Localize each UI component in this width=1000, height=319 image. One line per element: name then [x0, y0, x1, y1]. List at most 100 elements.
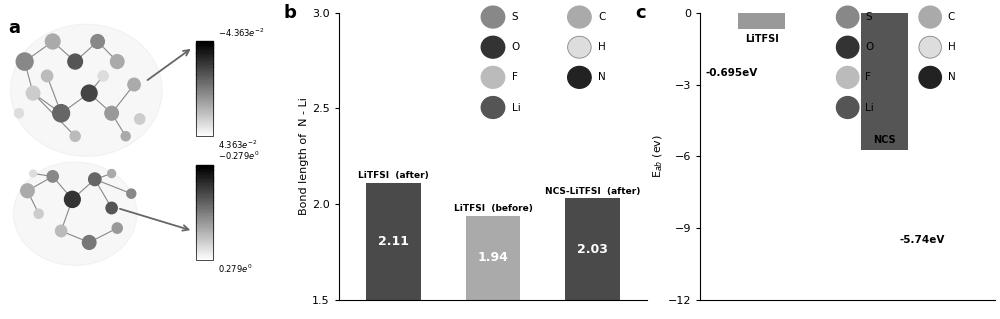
Bar	[196, 59, 213, 60]
Text: NCS-LiTFSI  (after): NCS-LiTFSI (after)	[545, 187, 640, 196]
Circle shape	[81, 85, 97, 101]
Circle shape	[128, 78, 140, 91]
Bar	[196, 57, 213, 59]
Bar	[196, 225, 213, 226]
Circle shape	[45, 34, 60, 49]
Bar	[196, 190, 213, 192]
Bar	[196, 122, 213, 123]
Circle shape	[30, 170, 36, 177]
Circle shape	[568, 6, 591, 28]
Text: NCS: NCS	[873, 135, 896, 145]
Bar	[565, 198, 620, 300]
Bar	[196, 101, 213, 103]
Bar	[196, 255, 213, 256]
Bar	[196, 60, 213, 62]
Circle shape	[481, 97, 505, 118]
Circle shape	[481, 66, 505, 88]
Text: -0.695eV: -0.695eV	[705, 68, 758, 78]
Bar	[196, 248, 213, 250]
Bar	[196, 89, 213, 90]
Bar	[196, 245, 213, 247]
Bar	[196, 196, 213, 198]
Bar	[196, 179, 213, 181]
Bar	[196, 251, 213, 253]
Text: LiTFSI: LiTFSI	[745, 34, 779, 44]
Text: $-4.363e^{-2}$: $-4.363e^{-2}$	[218, 26, 265, 39]
Text: F: F	[512, 72, 517, 82]
Bar	[196, 214, 213, 215]
Circle shape	[47, 171, 58, 182]
Bar	[196, 258, 213, 260]
Text: F: F	[865, 72, 871, 82]
Bar	[196, 168, 213, 170]
Circle shape	[91, 34, 104, 48]
Bar	[196, 237, 213, 239]
Bar	[196, 63, 213, 65]
Circle shape	[481, 6, 505, 28]
Bar	[196, 117, 213, 119]
Bar	[196, 241, 213, 242]
Text: 1.94: 1.94	[478, 251, 508, 264]
Bar	[196, 100, 213, 101]
Circle shape	[16, 53, 33, 70]
Bar	[196, 85, 213, 87]
Circle shape	[127, 189, 136, 198]
Bar	[196, 242, 213, 244]
Bar	[196, 73, 213, 75]
Bar	[196, 134, 213, 136]
Circle shape	[121, 132, 130, 141]
Circle shape	[481, 36, 505, 58]
Text: c: c	[636, 4, 646, 22]
Bar	[196, 133, 213, 135]
Bar	[196, 96, 213, 98]
Bar	[861, 13, 908, 150]
Bar	[196, 165, 213, 167]
Bar	[196, 46, 213, 48]
Circle shape	[836, 97, 859, 118]
Bar	[196, 217, 213, 219]
Text: C: C	[948, 12, 955, 22]
Text: LiTFSI  (after): LiTFSI (after)	[358, 171, 429, 180]
Bar	[196, 187, 213, 189]
Text: H: H	[948, 42, 956, 52]
Text: 2.03: 2.03	[577, 243, 608, 256]
Bar	[196, 203, 213, 204]
Bar	[196, 125, 213, 127]
Bar	[196, 43, 213, 45]
Bar	[196, 247, 213, 249]
Bar	[196, 49, 213, 51]
Circle shape	[26, 86, 40, 100]
Bar	[196, 211, 213, 212]
Circle shape	[64, 191, 80, 207]
Circle shape	[836, 66, 859, 88]
Bar	[196, 165, 213, 260]
Bar	[196, 76, 213, 78]
Bar	[196, 174, 213, 176]
Bar	[196, 74, 213, 76]
Circle shape	[919, 66, 941, 88]
Bar	[196, 229, 213, 231]
Bar	[196, 98, 213, 100]
Bar	[196, 51, 213, 53]
Bar	[196, 193, 213, 195]
Bar	[196, 169, 213, 171]
Bar	[196, 79, 213, 81]
Circle shape	[106, 202, 117, 214]
Bar	[196, 223, 213, 225]
Bar	[196, 128, 213, 130]
Bar	[196, 239, 213, 241]
Bar	[196, 82, 213, 84]
Ellipse shape	[13, 162, 137, 265]
Text: C: C	[598, 12, 605, 22]
Circle shape	[56, 225, 67, 237]
Bar	[196, 108, 213, 109]
Text: S: S	[865, 12, 872, 22]
Circle shape	[108, 169, 116, 178]
Bar	[196, 191, 213, 193]
Text: N: N	[598, 72, 606, 82]
Bar	[196, 195, 213, 197]
Text: b: b	[283, 4, 296, 22]
Bar	[196, 228, 213, 230]
Circle shape	[98, 71, 108, 81]
Bar	[196, 66, 213, 68]
